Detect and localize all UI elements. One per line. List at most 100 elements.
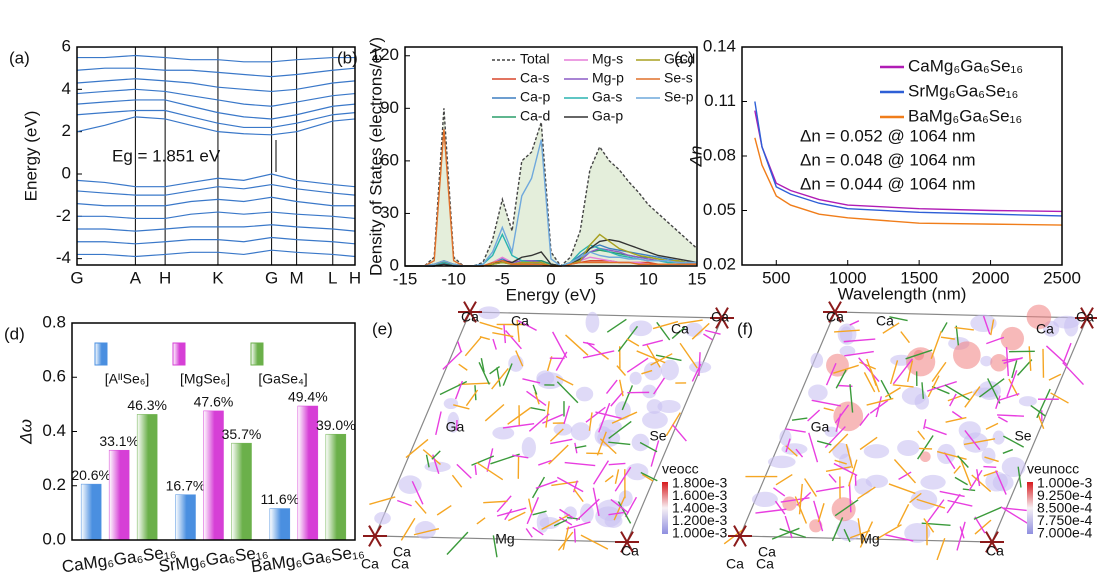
bond — [925, 427, 946, 435]
bond — [542, 414, 563, 423]
bond — [550, 439, 572, 443]
y-axis-label: Δn — [686, 146, 705, 168]
y-tick-label: 0.02 — [703, 254, 736, 273]
atom-label: Ca — [511, 313, 529, 329]
bond — [617, 366, 626, 376]
density-blob — [597, 500, 625, 521]
panel-label: (b) — [337, 48, 358, 67]
bar — [232, 443, 252, 540]
atom-label: Ca — [361, 556, 379, 572]
y-tick-label: 0.05 — [703, 200, 736, 219]
bond — [575, 528, 576, 542]
x-tick-label: H — [159, 268, 171, 287]
bond — [986, 423, 998, 429]
bond — [952, 411, 962, 418]
atom-label: Ca — [461, 309, 479, 325]
bond — [998, 417, 1007, 422]
legend-label: Ga-s — [592, 89, 622, 105]
bond — [931, 331, 941, 358]
bond — [812, 400, 841, 406]
bar — [81, 484, 101, 540]
density-blob — [647, 399, 663, 414]
y-axis-label: Density of States (electrons/eV) — [366, 37, 385, 276]
bond — [651, 440, 658, 466]
bond — [508, 512, 525, 520]
bond — [974, 507, 1002, 519]
atom-label: Ca — [1076, 309, 1094, 325]
bond — [566, 335, 588, 355]
annotation: Δn = 0.048 @ 1064 nm — [800, 150, 976, 169]
bond — [564, 406, 569, 424]
bond — [792, 418, 807, 420]
density-blob — [864, 444, 889, 458]
annotation: Δn = 0.044 @ 1064 nm — [800, 174, 976, 193]
density-blob — [1002, 457, 1026, 477]
line — [77, 55, 355, 61]
bond — [503, 363, 512, 385]
bond — [809, 433, 818, 462]
bond — [457, 464, 471, 478]
density-blob — [374, 512, 391, 525]
legend-label: SrMg₆Ga₆Se₁₆ — [908, 81, 1018, 100]
density-blob — [768, 456, 796, 468]
legend-label: [GaSe₄] — [258, 371, 307, 387]
bond — [447, 532, 468, 554]
bond — [477, 518, 485, 524]
legend-label: Se-p — [664, 89, 694, 105]
bond — [526, 529, 532, 538]
legend-label: [AᴵᴵSe₆] — [105, 371, 150, 387]
legend-swatch — [95, 343, 107, 365]
bond — [969, 470, 982, 490]
density-blob — [1019, 396, 1037, 406]
bond — [1049, 374, 1061, 380]
density-blob — [629, 320, 652, 336]
x-axis-label: Energy (eV) — [506, 285, 597, 304]
bond — [941, 337, 955, 339]
atom-label: Ca — [876, 313, 894, 329]
bond — [581, 535, 608, 549]
bond — [997, 415, 1024, 416]
legend-label: Ca-p — [520, 89, 551, 105]
ca-bond — [734, 536, 740, 546]
colorbar — [1027, 482, 1033, 534]
bond — [824, 408, 834, 410]
bond — [937, 538, 945, 560]
bond — [975, 517, 985, 533]
density-blob — [953, 341, 981, 369]
atom-label: Ca — [1036, 321, 1054, 337]
panel-label: (d) — [4, 324, 25, 343]
bond — [965, 387, 980, 408]
panel-label: (f) — [737, 319, 753, 338]
atom-label: Ca — [671, 321, 689, 337]
bond — [1007, 347, 1009, 376]
density-blob — [779, 429, 791, 445]
ca-bond — [992, 532, 998, 542]
x-tick-label: 10 — [639, 269, 658, 288]
bond — [497, 367, 500, 386]
y-axis-label: Energy (eV) — [21, 111, 40, 202]
legend-label: Total — [520, 51, 550, 67]
bond — [955, 328, 974, 330]
bond — [465, 337, 481, 356]
value-label: 47.6% — [194, 394, 234, 410]
bond — [586, 407, 605, 422]
density-blob — [630, 372, 642, 385]
density-blob — [626, 463, 648, 480]
atom-label: Ga — [811, 419, 830, 435]
bond — [607, 319, 626, 332]
bond — [415, 501, 426, 514]
y-tick-label: 0.14 — [703, 36, 736, 55]
ca-bond — [627, 532, 633, 542]
line — [77, 89, 355, 106]
atom-label: Ca — [986, 543, 1004, 559]
bond — [369, 497, 395, 504]
bond — [529, 499, 532, 513]
bond — [437, 506, 451, 515]
atom-label: Mg — [495, 531, 514, 547]
bond — [452, 475, 461, 487]
bond — [1037, 389, 1050, 418]
x-tick-label: 2000 — [972, 268, 1010, 287]
bond — [901, 332, 910, 343]
atom-label: Ca — [621, 543, 639, 559]
